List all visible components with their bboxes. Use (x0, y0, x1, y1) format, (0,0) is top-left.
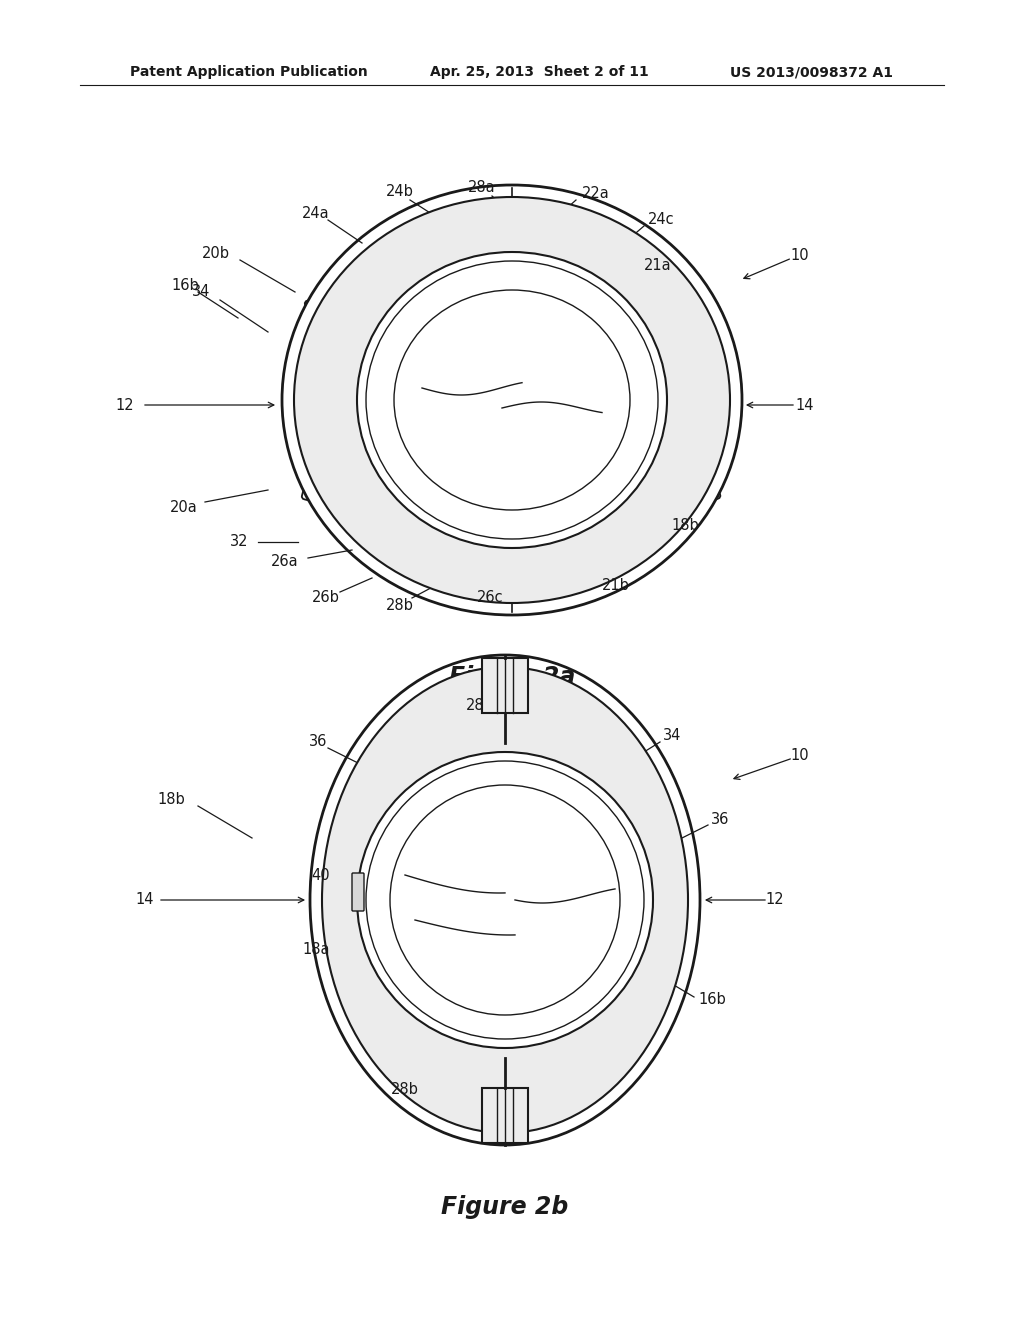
Ellipse shape (310, 655, 700, 1144)
Text: 26a: 26a (270, 554, 298, 569)
Text: 18b: 18b (158, 792, 185, 808)
Text: 16b: 16b (171, 277, 199, 293)
Text: 21b: 21b (602, 578, 630, 593)
Text: Apr. 25, 2013  Sheet 2 of 11: Apr. 25, 2013 Sheet 2 of 11 (430, 65, 649, 79)
Text: 14: 14 (136, 892, 155, 908)
Text: Figure 2a: Figure 2a (449, 665, 575, 689)
Ellipse shape (282, 185, 742, 615)
Text: 24c: 24c (648, 213, 675, 227)
Text: 34: 34 (663, 727, 681, 742)
FancyBboxPatch shape (305, 297, 335, 339)
Text: Figure 2b: Figure 2b (441, 1195, 568, 1218)
FancyBboxPatch shape (684, 455, 721, 506)
FancyBboxPatch shape (514, 572, 528, 603)
Ellipse shape (357, 752, 653, 1048)
Text: 40: 40 (311, 867, 330, 883)
Ellipse shape (294, 197, 730, 603)
Text: US 2013/0098372 A1: US 2013/0098372 A1 (730, 65, 893, 79)
Text: 20b: 20b (202, 246, 230, 260)
Ellipse shape (394, 290, 630, 510)
Text: 28a: 28a (468, 181, 496, 195)
FancyBboxPatch shape (684, 300, 721, 350)
Ellipse shape (322, 667, 688, 1133)
Text: 21a: 21a (644, 257, 672, 272)
Text: 24b: 24b (386, 185, 414, 199)
Ellipse shape (390, 785, 620, 1015)
Text: 18a: 18a (497, 397, 523, 412)
FancyBboxPatch shape (496, 572, 510, 603)
Text: 28b: 28b (391, 1082, 419, 1097)
Ellipse shape (366, 261, 658, 539)
Bar (482, 1088, 528, 1143)
Text: 10: 10 (791, 747, 809, 763)
Bar (480, 187, 544, 238)
Text: 34: 34 (191, 285, 210, 300)
Text: 22a: 22a (582, 186, 609, 202)
Text: 36: 36 (309, 734, 328, 750)
Text: 20a: 20a (170, 500, 198, 516)
Bar (480, 562, 544, 612)
Text: 28a: 28a (466, 698, 494, 714)
Text: 16a: 16a (558, 880, 586, 895)
Text: 12: 12 (116, 397, 134, 412)
Text: 18a: 18a (302, 942, 330, 957)
FancyBboxPatch shape (302, 461, 332, 503)
Text: 16a: 16a (356, 397, 384, 412)
Text: Patent Application Publication: Patent Application Publication (130, 65, 368, 79)
FancyBboxPatch shape (352, 873, 364, 911)
Text: 36: 36 (711, 813, 729, 828)
FancyBboxPatch shape (496, 197, 510, 228)
Text: 28b: 28b (386, 598, 414, 612)
Text: 14: 14 (796, 397, 814, 412)
FancyBboxPatch shape (514, 197, 528, 228)
Text: 18b: 18b (671, 517, 698, 532)
Text: 12: 12 (766, 892, 784, 908)
Bar (482, 657, 528, 713)
Ellipse shape (357, 252, 667, 548)
Text: 24a: 24a (302, 206, 330, 220)
Text: 32: 32 (229, 535, 248, 549)
Text: 26b: 26b (312, 590, 340, 606)
Text: 16b: 16b (698, 993, 726, 1007)
Ellipse shape (366, 762, 644, 1039)
Text: 10: 10 (791, 248, 809, 263)
Text: 26c: 26c (477, 590, 504, 606)
